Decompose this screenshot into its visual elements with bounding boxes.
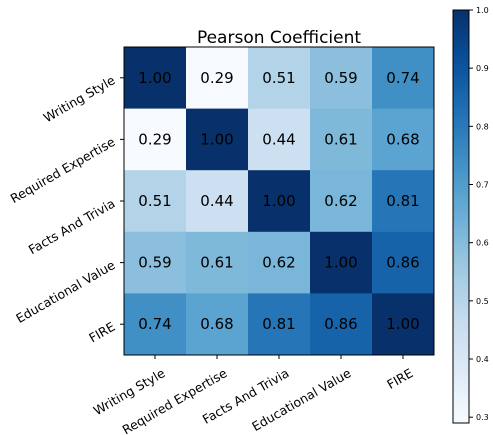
colorbar-tick-label: 0.3 — [476, 413, 489, 422]
colorbar-tick-label: 0.8 — [476, 122, 489, 131]
heatmap-cell-label: 0.51 — [138, 192, 171, 210]
heatmap-cell-label: 1.00 — [324, 254, 357, 272]
heatmap-cell-label: 0.74 — [138, 315, 171, 333]
heatmap-cell-label: 1.00 — [138, 69, 171, 87]
heatmap-cell-label: 0.59 — [324, 69, 357, 87]
heatmap-cell — [186, 231, 249, 294]
heatmap-cell — [372, 293, 435, 356]
heatmap-cell — [124, 293, 187, 356]
heatmap-cell-label: 0.62 — [262, 254, 295, 272]
y-tick-label: Educational Value — [13, 257, 117, 326]
heatmap-cell — [310, 231, 373, 294]
heatmap-cell-label: 0.86 — [386, 254, 419, 272]
heatmap-cell-label: 0.44 — [200, 192, 233, 210]
x-tick-label: Required Expertise — [120, 365, 230, 435]
heatmap-cell-label: 1.00 — [386, 315, 419, 333]
heatmap-cell-label: 0.61 — [324, 130, 357, 148]
y-tick-label: Facts And Trivia — [26, 196, 118, 258]
heatmap-cell — [186, 108, 249, 171]
y-tick-label: Required Expertise — [8, 134, 118, 206]
heatmap-cell-label: 0.61 — [200, 254, 233, 272]
colorbar-tick-label: 0.9 — [476, 64, 489, 73]
colorbar — [453, 10, 469, 423]
heatmap-cell — [124, 231, 187, 294]
heatmap-cell — [310, 293, 373, 356]
heatmap-cell-label: 0.29 — [200, 69, 233, 87]
heatmap-cell-label: 0.51 — [262, 69, 295, 87]
heatmap-cell — [248, 170, 311, 233]
heatmap-cell-label: 0.68 — [386, 130, 419, 148]
heatmap-cells: 1.00 0.29 0.51 0.59 0.74 0.29 1.00 0.44 0.61 0.68… — [124, 47, 435, 356]
heatmap-cell-label: 0.74 — [386, 69, 419, 87]
colorbar-tick-label: 0.6 — [476, 239, 489, 248]
heatmap-cell — [310, 47, 373, 110]
heatmap-cell-label: 0.86 — [324, 315, 357, 333]
heatmap-cell — [124, 170, 187, 233]
x-tick-label: FIRE — [384, 365, 415, 392]
heatmap-cell-label: 0.59 — [138, 254, 171, 272]
heatmap-cell-label: 1.00 — [200, 130, 233, 148]
heatmap-cell — [248, 231, 311, 294]
heatmap-cell — [124, 47, 187, 110]
heatmap-cell-label: 0.68 — [200, 315, 233, 333]
chart-title: Pearson Coefficient — [197, 28, 361, 48]
heatmap-cell — [186, 47, 249, 110]
heatmap-cell — [372, 47, 435, 110]
heatmap-cell — [124, 108, 187, 171]
heatmap-cell — [372, 170, 435, 233]
colorbar-tick-label: 0.7 — [476, 181, 489, 190]
heatmap-cell — [248, 293, 311, 356]
heatmap-cell-label: 0.29 — [138, 130, 171, 148]
heatmap-cell — [310, 170, 373, 233]
colorbar-ticks: 0.3 0.4 0.5 0.6 0.7 0.8 0.9 1.0 — [469, 6, 489, 422]
heatmap-cell — [310, 108, 373, 171]
y-tick-label: Writing Style — [41, 72, 118, 125]
heatmap-cell — [248, 108, 311, 171]
heatmap-cell — [186, 293, 249, 356]
heatmap-cell-label: 0.81 — [386, 192, 419, 210]
colorbar-tick-label: 0.4 — [476, 355, 489, 364]
colorbar-frame — [452, 9, 470, 424]
heatmap-cell — [186, 170, 249, 233]
heatmap-cell-label: 0.44 — [262, 130, 295, 148]
colorbar-tick-label: 0.5 — [476, 297, 489, 306]
colorbar-tick-label: 1.0 — [476, 6, 489, 15]
heatmap-cell — [372, 231, 435, 294]
heatmap-cell — [372, 108, 435, 171]
heatmap-cell — [248, 47, 311, 110]
heatmap-cell-label: 0.62 — [324, 192, 357, 210]
heatmap-cell-label: 0.81 — [262, 315, 295, 333]
y-tick-label: FIRE — [86, 319, 117, 346]
heatmap-cell-label: 1.00 — [262, 192, 295, 210]
